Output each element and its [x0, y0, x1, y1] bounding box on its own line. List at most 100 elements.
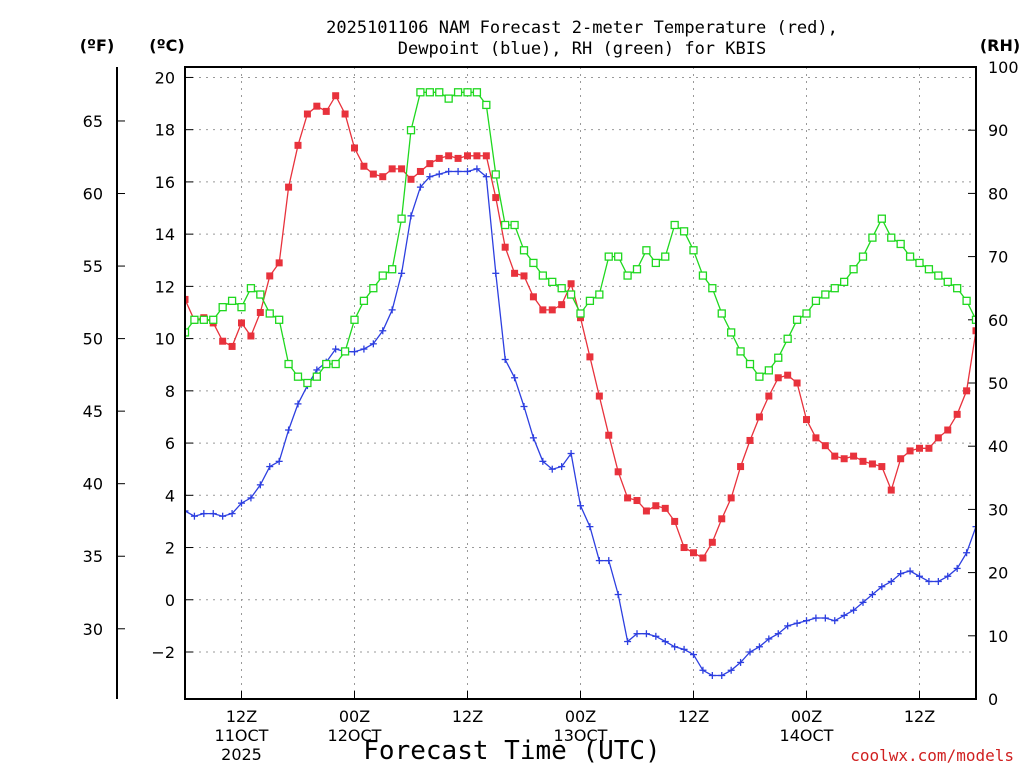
- temperature-point: [567, 280, 575, 288]
- celsius-tick-label: 14: [155, 225, 175, 244]
- temperature-point: [897, 455, 905, 463]
- dewpoint-point: [473, 165, 481, 173]
- dewpoint-point: [595, 557, 603, 565]
- rh-point: [651, 258, 660, 268]
- x-tick-label: 00Z: [565, 707, 596, 726]
- x-tick-label: 12Z: [452, 707, 483, 726]
- dewpoint-point: [934, 577, 942, 585]
- dewpoint-point: [379, 327, 387, 335]
- dewpoint-point: [520, 403, 528, 411]
- rh-point: [482, 100, 491, 110]
- x-axis-label: Forecast Time (UTC): [363, 736, 660, 766]
- rh-point: [689, 246, 698, 255]
- dewpoint-point: [398, 269, 406, 277]
- dewpoint-point: [944, 572, 952, 580]
- rh-tick-label: 80: [988, 184, 1008, 203]
- temperature-point: [803, 416, 810, 424]
- rh-point: [576, 309, 585, 318]
- temperature-point: [755, 413, 763, 421]
- temperature-point: [266, 272, 274, 280]
- temperature-point: [887, 486, 895, 494]
- temperature-point: [586, 353, 594, 361]
- temperature-point: [398, 165, 406, 173]
- temperature-point: [577, 314, 584, 322]
- rh-point: [821, 290, 830, 299]
- rh-point: [491, 170, 500, 179]
- celsius-unit-label: (ºC): [149, 36, 184, 55]
- temperature-point: [388, 165, 396, 173]
- rh-point: [792, 315, 802, 324]
- dewpoint-point: [445, 167, 453, 175]
- celsius-tick-label: 4: [165, 486, 175, 505]
- rh-point: [858, 252, 868, 261]
- rh-point: [359, 296, 369, 305]
- rh-tick-label: 70: [988, 248, 1008, 267]
- dewpoint-point: [774, 630, 782, 638]
- dewpoint-point: [228, 510, 236, 518]
- celsius-tick-label: 10: [155, 330, 175, 349]
- rh-point: [416, 88, 425, 97]
- dewpoint-point: [633, 630, 641, 638]
- dewpoint-point: [539, 457, 547, 465]
- series-line: [185, 91, 976, 384]
- rh-point: [971, 315, 976, 324]
- dewpoint-point: [793, 619, 801, 627]
- rh-point: [604, 252, 613, 261]
- x-tick-label: 12OCT: [328, 726, 382, 745]
- temperature-point: [539, 306, 547, 314]
- dewpoint-point: [765, 635, 773, 643]
- dewpoint-point: [925, 577, 933, 585]
- dewpoint-point: [567, 450, 575, 458]
- rh-point: [915, 258, 924, 268]
- temperature-point: [718, 515, 726, 523]
- dewpoint-point: [680, 645, 688, 653]
- source-credit: coolwx.com/models: [850, 746, 1014, 765]
- temperature-point: [680, 544, 688, 552]
- fahrenheit-tick-label: 35: [83, 547, 103, 566]
- rh-point: [924, 265, 934, 274]
- celsius-tick-label: 18: [155, 121, 175, 140]
- dewpoint-point: [529, 434, 537, 442]
- rh-point: [811, 296, 821, 305]
- temperature-point: [605, 431, 613, 439]
- fahrenheit-tick-label: 40: [83, 475, 103, 494]
- rh-point: [190, 315, 199, 324]
- temperature-point: [426, 160, 434, 168]
- dewpoint-point: [784, 622, 792, 630]
- temperature-point: [944, 426, 952, 434]
- rh-tick-label: 40: [988, 437, 1008, 456]
- temperature-point: [482, 152, 490, 160]
- rh-point: [303, 378, 312, 388]
- fahrenheit-unit-label: (ºF): [80, 36, 115, 55]
- temperature-point: [727, 494, 735, 502]
- temperature-point: [784, 371, 792, 379]
- rh-point: [802, 309, 811, 318]
- fahrenheit-axis: 30 35 40 45 50 55 60 65: [83, 67, 125, 699]
- rh-point: [896, 239, 905, 249]
- rh-point: [199, 315, 208, 324]
- rh-point: [962, 296, 971, 305]
- series-rh: [185, 88, 976, 388]
- dewpoint-point: [642, 630, 650, 638]
- dewpoint-point: [256, 481, 264, 489]
- temperature-point: [529, 293, 537, 301]
- dewpoint-point: [755, 643, 763, 651]
- temperature-point: [219, 337, 227, 345]
- rh-point: [246, 284, 256, 293]
- rh-point: [887, 233, 896, 242]
- rh-tick-label: 0: [988, 690, 998, 709]
- dewpoint-point: [185, 507, 189, 515]
- rh-point: [840, 277, 849, 287]
- rh-point: [510, 220, 519, 230]
- rh-point: [670, 220, 679, 230]
- rh-point: [595, 290, 604, 299]
- rh-point: [185, 328, 190, 337]
- temperature-point: [294, 141, 302, 149]
- temperature-point: [548, 306, 556, 314]
- fahrenheit-tick-label: 60: [83, 185, 103, 204]
- rh-point: [227, 296, 237, 305]
- rh-point: [905, 252, 915, 261]
- dewpoint-point: [351, 348, 358, 356]
- temperature-point: [737, 463, 745, 471]
- temperature-point: [341, 110, 349, 118]
